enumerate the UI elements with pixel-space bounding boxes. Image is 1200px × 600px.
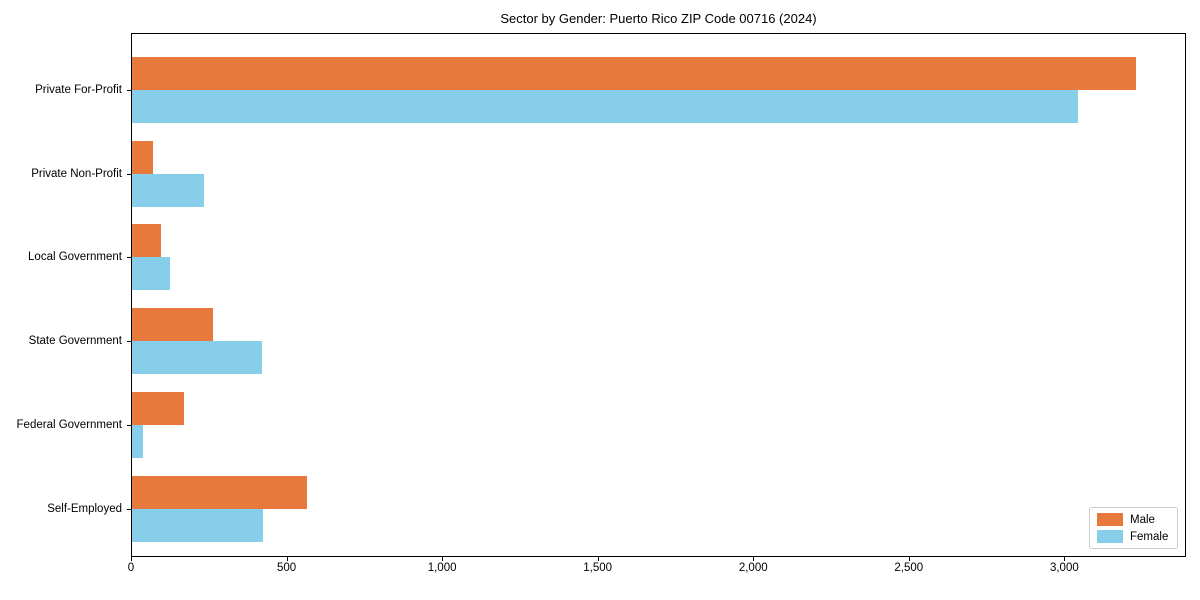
xtick-label-3000: 3,000 [1049,562,1079,574]
bar-female-local-government [132,257,171,291]
xtick-label-2000: 2,000 [738,562,768,574]
ytick-label-state-government: State Government [28,335,122,348]
xtick-label-1500: 1,500 [583,562,613,574]
ytick-mark-self-employed [127,508,131,510]
xtick-label-1000: 1,000 [427,562,457,574]
xtick-mark-1500 [597,557,599,561]
ytick-label-local-government: Local Government [28,251,122,264]
ytick-label-self-employed: Self-Employed [47,502,122,515]
ytick-label-private-non-profit: Private Non-Profit [31,167,122,180]
bar-male-federal-government [132,391,185,425]
xtick-mark-500 [286,557,288,561]
xtick-mark-2000 [753,557,755,561]
xtick-mark-1000 [442,557,444,561]
legend-item-female: Female [1097,530,1168,543]
bar-female-state-government [132,341,263,375]
bar-female-private-non-profit [132,173,205,207]
legend-swatch-female [1097,530,1123,543]
bar-male-self-employed [132,475,308,509]
xtick-mark-3000 [1064,557,1066,561]
bar-male-private-for-profit [132,57,1136,90]
legend: Male Female [1089,507,1179,549]
legend-swatch-male [1097,513,1123,526]
ytick-label-private-for-profit: Private For-Profit [35,84,122,96]
legend-label-male: Male [1130,513,1155,526]
bar-male-local-government [132,224,161,258]
xtick-mark-0 [131,557,132,561]
bar-male-private-non-profit [132,140,153,174]
bar-female-federal-government [132,424,143,458]
legend-item-male: Male [1097,513,1168,526]
ytick-mark-state-government [127,341,131,343]
ytick-mark-private-non-profit [127,173,131,175]
ytick-mark-federal-government [127,424,131,426]
bar-female-self-employed [132,508,263,542]
xtick-label-500: 500 [276,562,297,574]
ytick-label-federal-government: Federal Government [16,418,122,431]
legend-label-female: Female [1130,530,1169,543]
bar-female-private-for-profit [132,90,1079,123]
xtick-label-0: 0 [127,562,135,574]
ytick-mark-private-for-profit [127,90,131,91]
ytick-mark-local-government [127,257,131,259]
chart-title: Sector by Gender: Puerto Rico ZIP Code 0… [500,11,817,26]
bar-male-state-government [132,308,213,342]
xtick-label-2500: 2,500 [894,562,924,574]
xtick-mark-2500 [908,557,910,561]
